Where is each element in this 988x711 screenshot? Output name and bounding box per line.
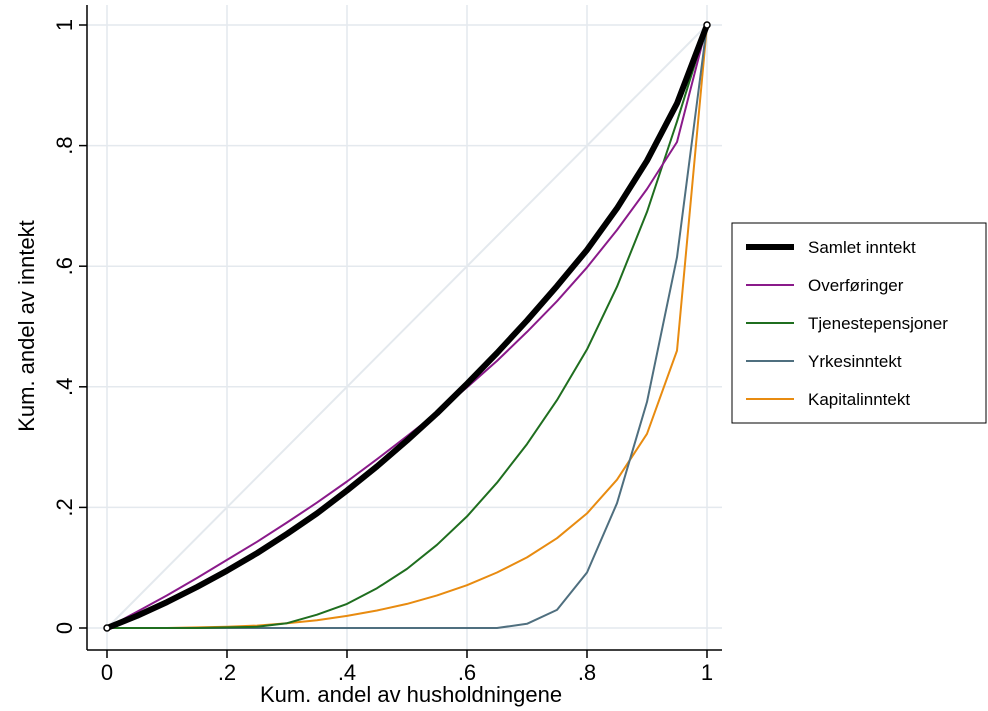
y-tick-label: 1 [52, 19, 77, 31]
y-tick-label: .4 [52, 378, 77, 396]
equality-line [106, 24, 708, 629]
y-tick-label: .8 [52, 136, 77, 154]
legend-label: Overføringer [808, 276, 904, 295]
end-marker [703, 21, 711, 29]
y-tick-label: .2 [52, 498, 77, 516]
x-axis-ticks: 0 .2 .4 .6 .8 1 [101, 650, 713, 685]
legend: Samlet inntekt Overføringer Tjenestepensjo… [731, 222, 987, 424]
series-line-1 [104, 22, 710, 631]
origin-marker [103, 624, 111, 632]
y-tick-label: .6 [52, 257, 77, 275]
y-tick-label: 0 [52, 622, 77, 634]
legend-label: Yrkesinntekt [808, 352, 902, 371]
x-axis-title: Kum. andel av husholdningene [260, 682, 562, 707]
x-tick-label: .2 [218, 660, 236, 685]
series-line-3 [106, 24, 708, 629]
x-tick-label: .8 [578, 660, 596, 685]
x-tick-label: 0 [101, 660, 113, 685]
legend-label: Samlet inntekt [808, 238, 916, 257]
axes [86, 5, 722, 651]
x-tick-label: .6 [458, 660, 476, 685]
legend-label: Tjenestepensjoner [808, 314, 948, 333]
y-axis-title: Kum. andel av inntekt [14, 220, 39, 432]
series-layer [103, 21, 711, 632]
legend-label: Kapitalinntekt [808, 390, 910, 409]
y-axis-ticks: 0 .2 .4 .6 .8 1 [52, 19, 87, 634]
x-tick-label: 1 [701, 660, 713, 685]
gridlines [87, 5, 722, 650]
series-line-2 [106, 24, 708, 629]
x-tick-label: .4 [338, 660, 356, 685]
